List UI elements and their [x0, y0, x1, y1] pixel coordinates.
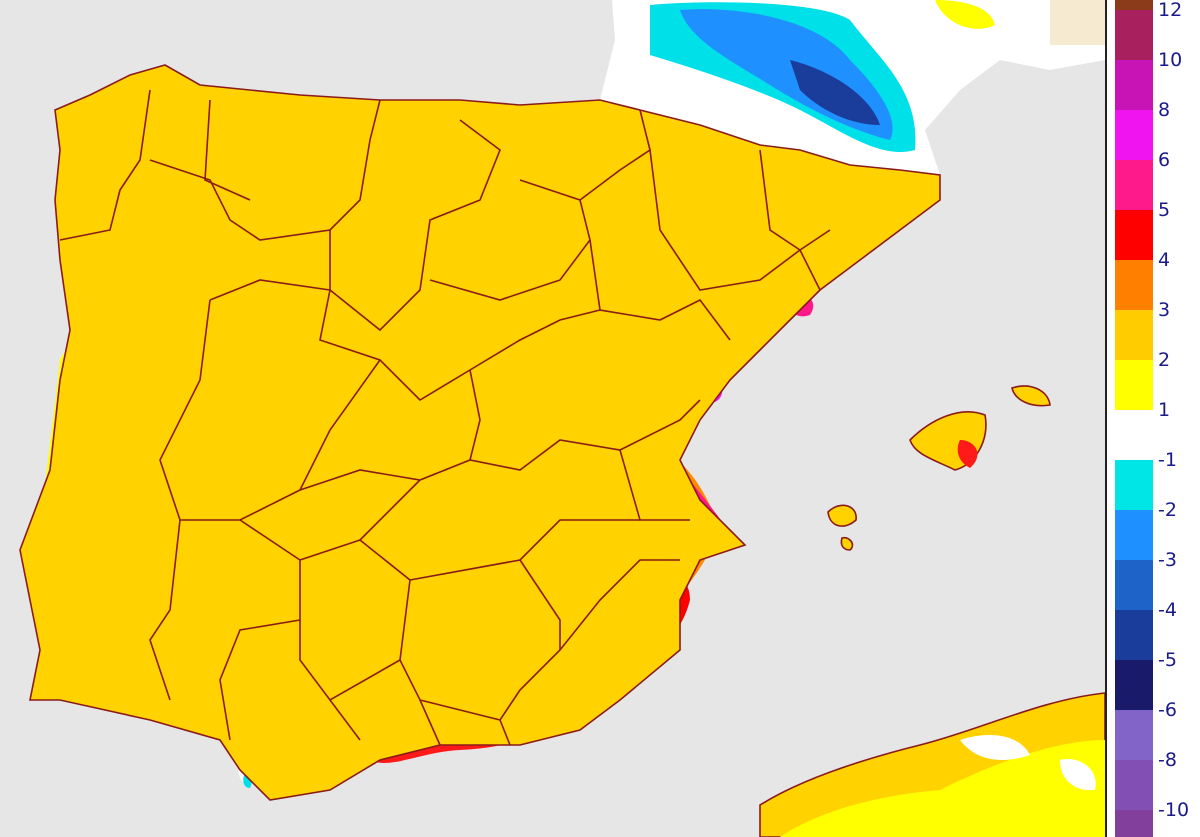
legend-band	[1115, 660, 1153, 710]
legend-band	[1115, 210, 1153, 260]
north-africa	[759, 692, 1105, 837]
legend-band	[1115, 160, 1153, 210]
legend-band	[1115, 760, 1153, 810]
legend-label: -4	[1158, 599, 1177, 621]
legend-label: 1	[1158, 399, 1171, 421]
legend-label: -3	[1158, 549, 1177, 571]
legend-label: -1	[1158, 449, 1177, 471]
legend-band	[1115, 560, 1153, 610]
legend-band	[1115, 0, 1153, 10]
temperature-anomaly-map	[19, 0, 1105, 837]
legend-label: -6	[1158, 699, 1177, 721]
legend-label: 2	[1158, 349, 1171, 371]
legend-band	[1115, 710, 1153, 760]
legend-band	[1115, 810, 1153, 837]
legend-label: 10	[1158, 49, 1183, 71]
legend-band	[1115, 360, 1153, 410]
legend-label: -8	[1158, 749, 1177, 771]
legend-label: 4	[1158, 249, 1171, 271]
legend-label: -2	[1158, 499, 1177, 521]
legend-label: 5	[1158, 199, 1171, 221]
legend-band	[1115, 310, 1153, 360]
legend-band	[1115, 510, 1153, 560]
legend-band	[1115, 460, 1153, 510]
legend-label: 3	[1158, 299, 1171, 321]
legend-label: 8	[1158, 99, 1171, 121]
legend-label: -5	[1158, 649, 1177, 671]
color-scale-legend: 12 10 8 6 5 4 3 2 1 -1 -2 -3 -4 -5 -6 -8 -10	[1105, 0, 1200, 837]
legend-band	[1115, 260, 1153, 310]
legend-band	[1115, 110, 1153, 160]
legend-label: 6	[1158, 149, 1171, 171]
province-borders	[19, 64, 941, 801]
france-region	[600, 0, 1105, 217]
legend-label: 12	[1158, 0, 1183, 21]
legend-band	[1115, 10, 1153, 60]
legend-band	[1115, 410, 1153, 460]
legend-band	[1115, 610, 1153, 660]
balearic-islands	[827, 385, 1051, 551]
legend-label: -10	[1158, 799, 1190, 821]
legend-band	[1115, 60, 1153, 110]
iberian-peninsula	[19, 64, 941, 801]
